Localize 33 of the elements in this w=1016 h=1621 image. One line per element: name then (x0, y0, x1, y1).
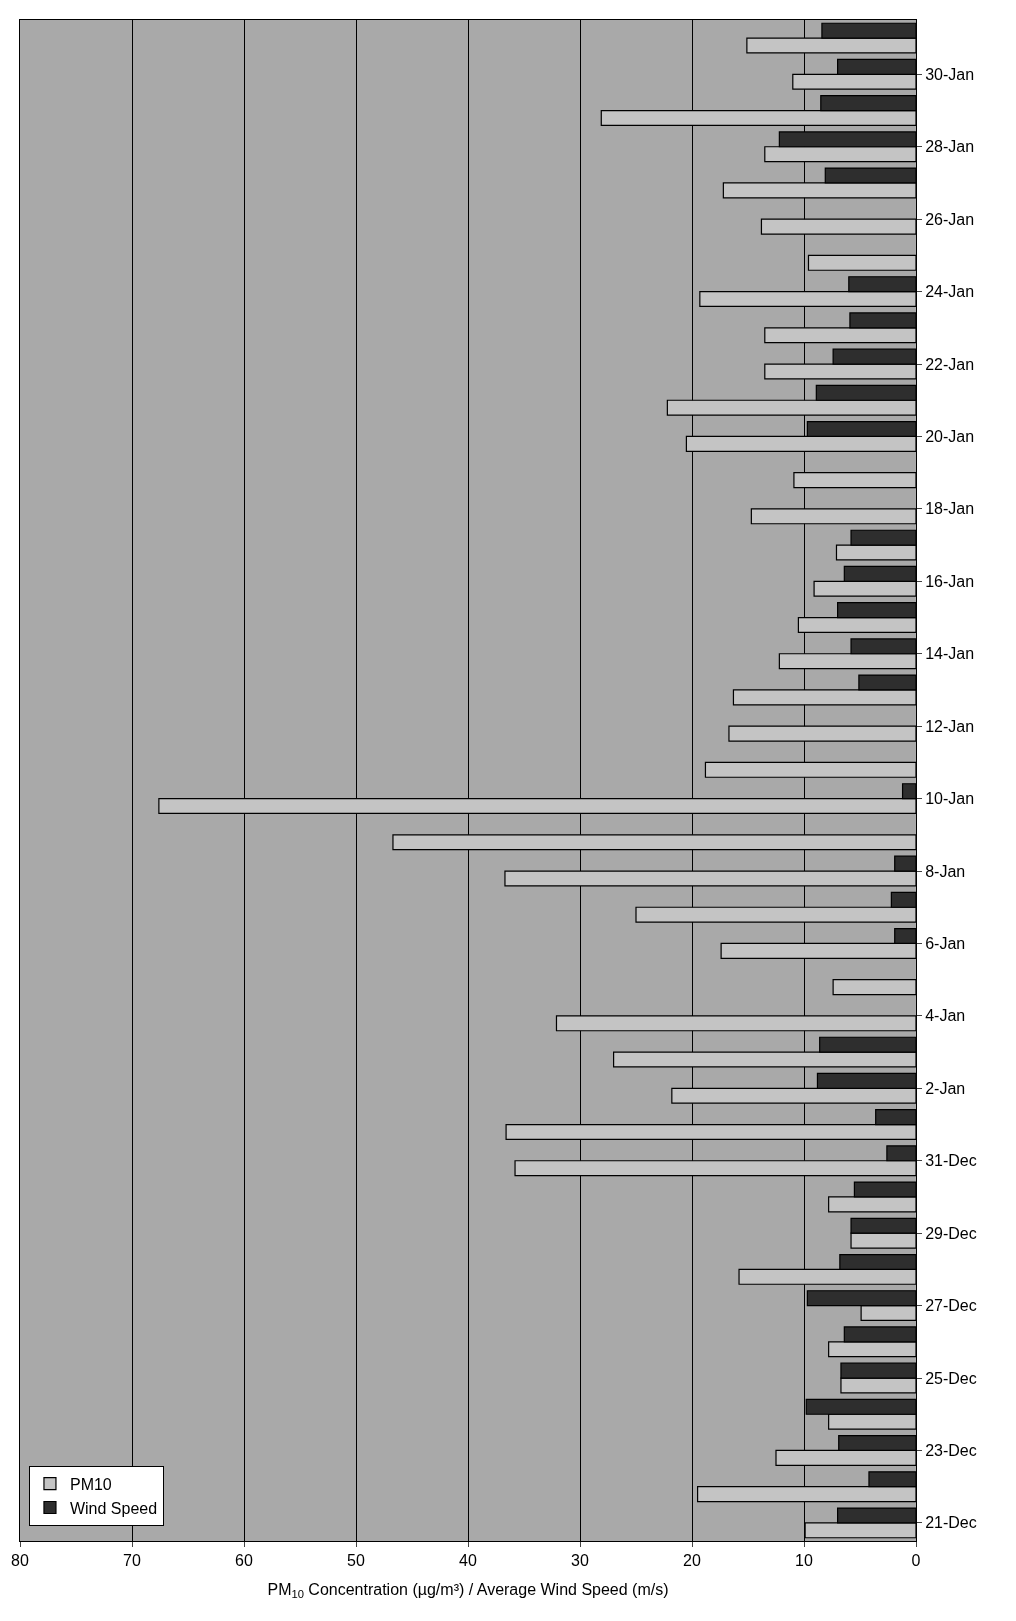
legend-label: Wind Speed (69, 1499, 158, 1517)
x-tick-label: 20 (683, 1552, 701, 1570)
y-tick-label: 25-Dec (925, 1369, 977, 1387)
y-tick-label: 8-Jan (925, 862, 966, 880)
x-tick-label: 50 (347, 1552, 365, 1570)
y-tick-label: 10-Jan (925, 790, 975, 808)
legend-label: PM10 (69, 1475, 112, 1493)
y-tick-label: 12-Jan (925, 717, 975, 735)
x-tick-label: 60 (235, 1552, 253, 1570)
x-tick-label: 30 (571, 1552, 589, 1570)
y-tick-label: 23-Dec (925, 1442, 977, 1460)
y-tick-label: 6-Jan (925, 935, 966, 953)
y-tick-label: 28-Jan (925, 138, 975, 156)
x-tick-label: 80 (11, 1552, 29, 1570)
y-tick-label: 26-Jan (925, 210, 975, 228)
y-tick-label: 14-Jan (925, 645, 975, 663)
y-tick-label: 2-Jan (925, 1079, 966, 1097)
y-tick-label: 22-Jan (925, 355, 975, 373)
x-tick-label: 40 (459, 1552, 477, 1570)
x-axis-title: PM$_{10}$ Concentration (µg/m³) / Average Wind Speed (m/s) (267, 1580, 669, 1601)
y-tick-label: 21-Dec (925, 1514, 977, 1532)
x-tick-label: 0 (911, 1552, 921, 1570)
y-tick-label: 20-Jan (925, 428, 975, 446)
y-tick-label: 18-Jan (925, 500, 975, 518)
x-tick-label: 70 (123, 1552, 141, 1570)
y-tick-label: 29-Dec (925, 1224, 977, 1242)
y-tick-label: 31-Dec (925, 1152, 977, 1170)
y-tick-label: 27-Dec (925, 1297, 977, 1315)
y-tick-label: 24-Jan (925, 283, 975, 301)
y-tick-label: 30-Jan (925, 65, 975, 83)
y-tick-label: 16-Jan (925, 572, 975, 590)
y-tick-label: 4-Jan (925, 1007, 966, 1025)
x-tick-label: 10 (795, 1552, 813, 1570)
